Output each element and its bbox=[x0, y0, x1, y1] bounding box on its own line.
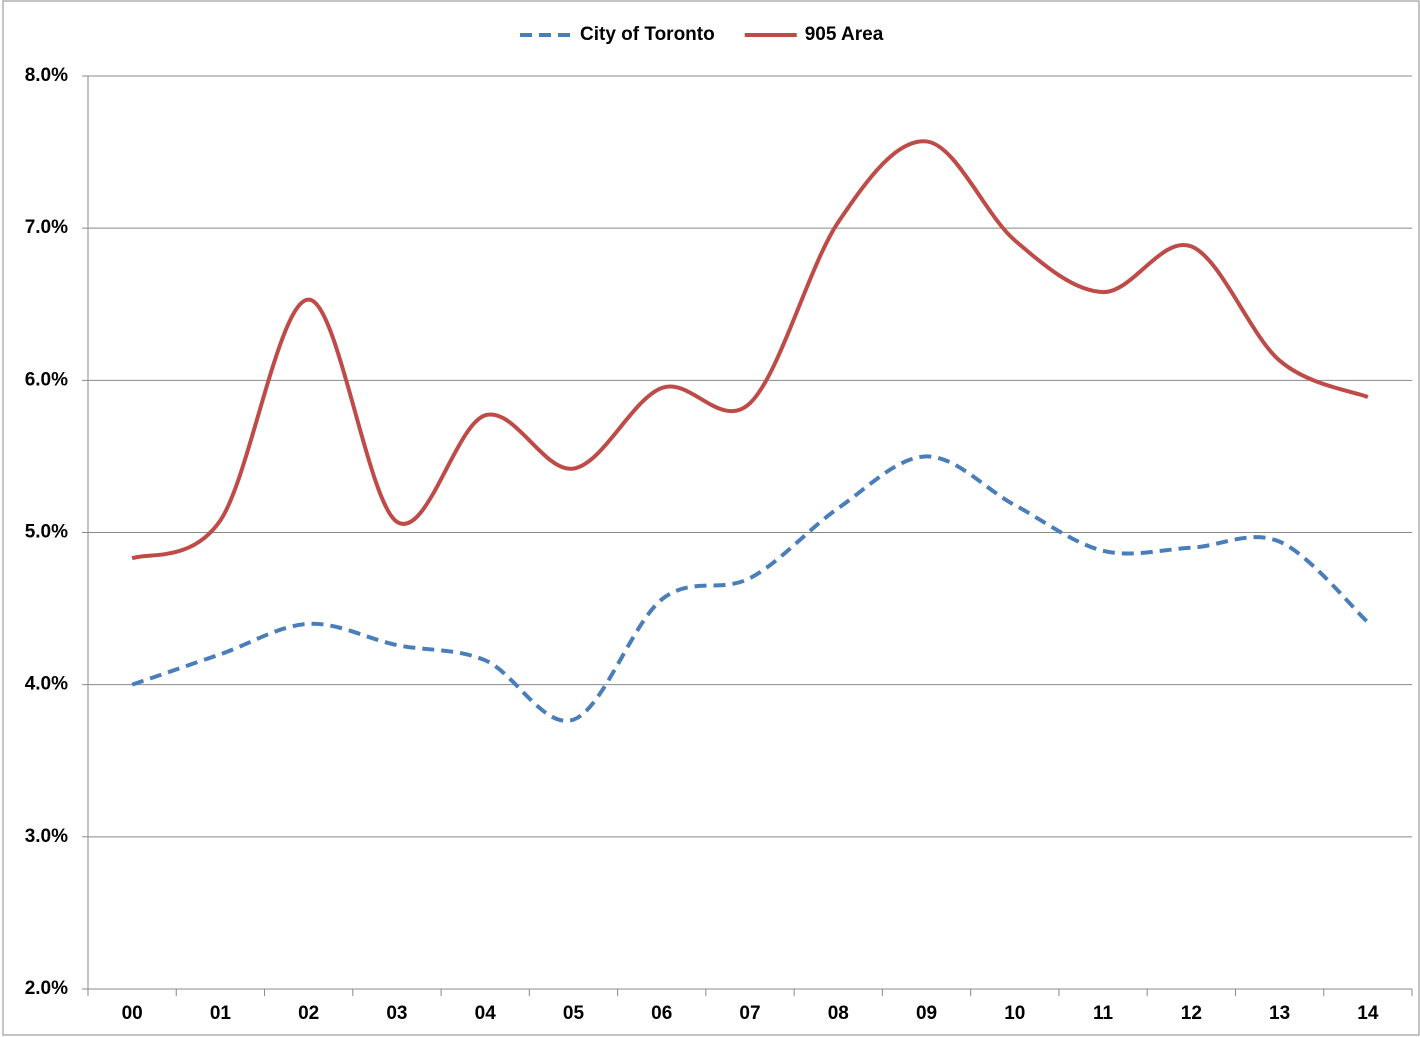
series-line bbox=[131, 139, 1369, 561]
x-tick-label: 00 bbox=[122, 1003, 143, 1024]
y-tick-label: 4.0% bbox=[25, 674, 68, 695]
x-tick-label: 14 bbox=[1357, 1003, 1379, 1024]
x-tick-label: 04 bbox=[475, 1003, 497, 1024]
series-line bbox=[131, 454, 1370, 723]
y-tick-label: 5.0% bbox=[25, 522, 68, 543]
legend-label: 905 Area bbox=[805, 24, 884, 45]
y-tick-label: 7.0% bbox=[25, 217, 68, 238]
x-tick-label: 03 bbox=[386, 1003, 407, 1024]
x-tick-label: 12 bbox=[1181, 1003, 1202, 1024]
x-tick-label: 01 bbox=[210, 1003, 232, 1024]
x-tick-label: 08 bbox=[828, 1003, 849, 1024]
x-tick-label: 09 bbox=[916, 1003, 937, 1024]
y-tick-label: 8.0% bbox=[25, 65, 68, 86]
y-tick-label: 6.0% bbox=[25, 369, 68, 390]
legend-label: City of Toronto bbox=[580, 24, 715, 45]
x-tick-label: 11 bbox=[1093, 1003, 1114, 1024]
x-tick-label: 02 bbox=[298, 1003, 319, 1024]
x-tick-label: 10 bbox=[1004, 1003, 1025, 1024]
y-tick-label: 3.0% bbox=[25, 826, 68, 847]
x-tick-label: 06 bbox=[651, 1003, 672, 1024]
x-tick-label: 07 bbox=[739, 1003, 760, 1024]
x-tick-label: 13 bbox=[1269, 1003, 1290, 1024]
y-tick-label: 2.0% bbox=[25, 978, 68, 999]
x-tick-label: 05 bbox=[563, 1003, 585, 1024]
